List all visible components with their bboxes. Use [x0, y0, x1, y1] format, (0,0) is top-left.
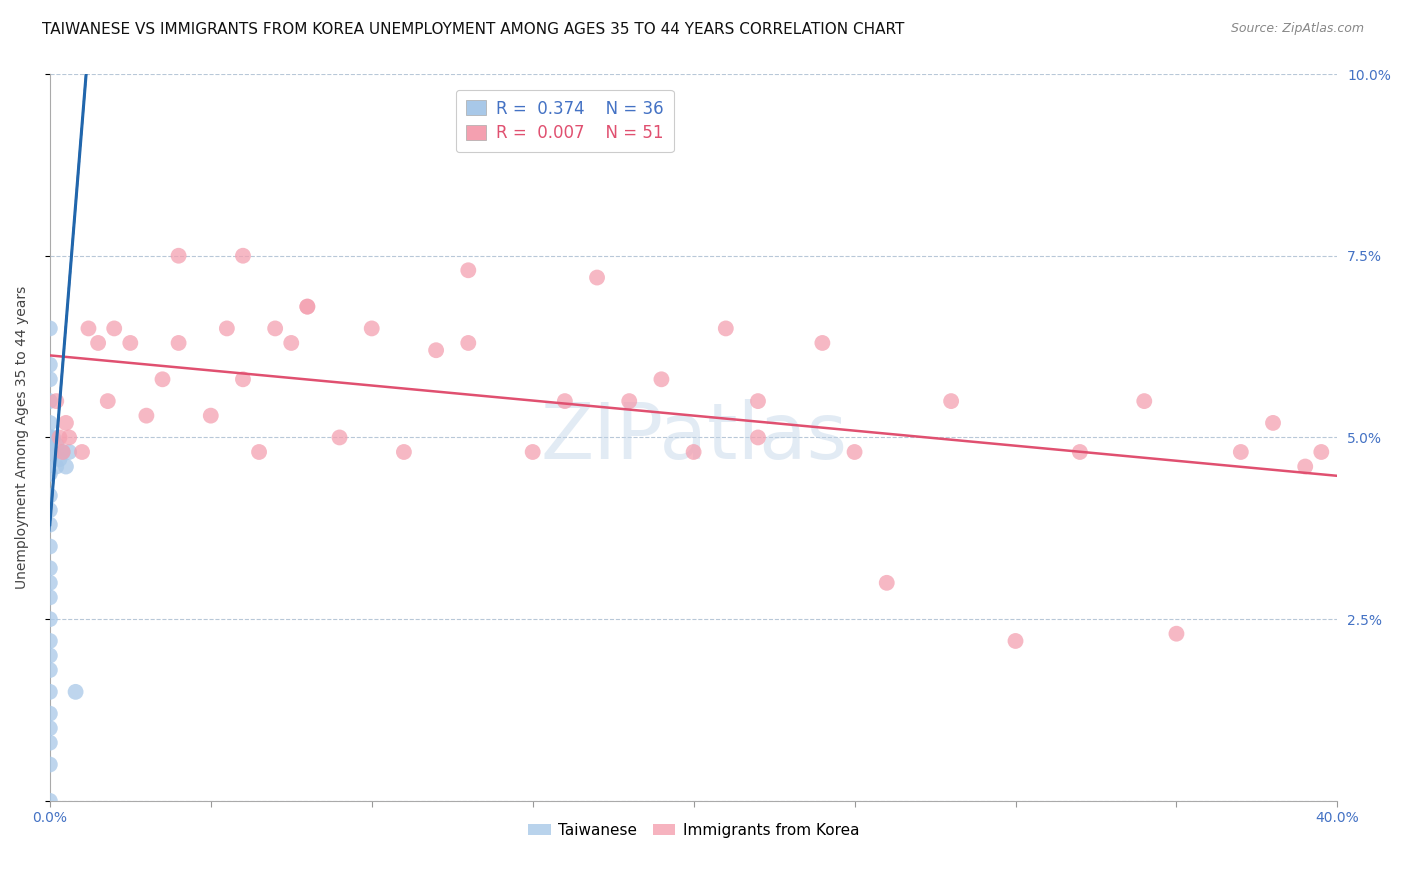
Point — [103, 321, 125, 335]
Point — [38, 575, 60, 590]
Point — [38, 794, 60, 808]
Point — [247, 445, 270, 459]
Point — [392, 445, 415, 459]
Point — [876, 575, 898, 590]
Point — [682, 445, 704, 459]
Point — [52, 445, 75, 459]
Point — [38, 503, 60, 517]
Point — [58, 430, 80, 444]
Point — [38, 663, 60, 677]
Point — [811, 335, 834, 350]
Point — [1230, 445, 1253, 459]
Point — [52, 445, 75, 459]
Point — [38, 736, 60, 750]
Point — [97, 394, 120, 409]
Point — [1004, 634, 1026, 648]
Point — [297, 300, 319, 314]
Point — [38, 430, 60, 444]
Point — [167, 249, 190, 263]
Point — [38, 612, 60, 626]
Point — [1069, 445, 1091, 459]
Text: ZIPatlas: ZIPatlas — [540, 400, 848, 475]
Point — [38, 648, 60, 663]
Point — [232, 372, 254, 386]
Legend: Taiwanese, Immigrants from Korea: Taiwanese, Immigrants from Korea — [522, 817, 866, 844]
Point — [48, 430, 70, 444]
Point — [1133, 394, 1156, 409]
Point — [38, 561, 60, 575]
Point — [264, 321, 287, 335]
Point — [38, 467, 60, 481]
Point — [650, 372, 672, 386]
Point — [38, 685, 60, 699]
Point — [38, 452, 60, 467]
Point — [1166, 626, 1188, 640]
Point — [42, 430, 65, 444]
Point — [120, 335, 142, 350]
Point — [38, 416, 60, 430]
Y-axis label: Unemployment Among Ages 35 to 44 years: Unemployment Among Ages 35 to 44 years — [15, 285, 30, 589]
Point — [45, 459, 67, 474]
Point — [38, 321, 60, 335]
Point — [215, 321, 238, 335]
Point — [747, 394, 769, 409]
Point — [619, 394, 641, 409]
Point — [1310, 445, 1333, 459]
Point — [38, 489, 60, 503]
Point — [58, 445, 80, 459]
Point — [38, 517, 60, 532]
Point — [714, 321, 737, 335]
Point — [280, 335, 302, 350]
Point — [328, 430, 350, 444]
Point — [45, 394, 67, 409]
Point — [747, 430, 769, 444]
Point — [425, 343, 447, 358]
Point — [70, 445, 93, 459]
Text: TAIWANESE VS IMMIGRANTS FROM KOREA UNEMPLOYMENT AMONG AGES 35 TO 44 YEARS CORREL: TAIWANESE VS IMMIGRANTS FROM KOREA UNEMP… — [42, 22, 904, 37]
Point — [360, 321, 382, 335]
Point — [232, 249, 254, 263]
Point — [586, 270, 609, 285]
Point — [38, 445, 60, 459]
Point — [38, 757, 60, 772]
Point — [200, 409, 222, 423]
Point — [45, 438, 67, 452]
Point — [1294, 459, 1316, 474]
Point — [38, 430, 60, 444]
Point — [65, 685, 87, 699]
Point — [844, 445, 866, 459]
Point — [48, 452, 70, 467]
Point — [38, 634, 60, 648]
Point — [38, 394, 60, 409]
Point — [554, 394, 576, 409]
Point — [167, 335, 190, 350]
Point — [939, 394, 962, 409]
Point — [135, 409, 157, 423]
Point — [38, 540, 60, 554]
Point — [522, 445, 544, 459]
Point — [457, 335, 479, 350]
Point — [42, 445, 65, 459]
Point — [38, 358, 60, 372]
Point — [55, 416, 77, 430]
Point — [38, 721, 60, 735]
Point — [38, 591, 60, 605]
Point — [87, 335, 110, 350]
Point — [38, 372, 60, 386]
Point — [77, 321, 100, 335]
Point — [1261, 416, 1284, 430]
Point — [457, 263, 479, 277]
Point — [38, 706, 60, 721]
Point — [152, 372, 174, 386]
Text: Source: ZipAtlas.com: Source: ZipAtlas.com — [1230, 22, 1364, 36]
Point — [55, 459, 77, 474]
Point — [297, 300, 319, 314]
